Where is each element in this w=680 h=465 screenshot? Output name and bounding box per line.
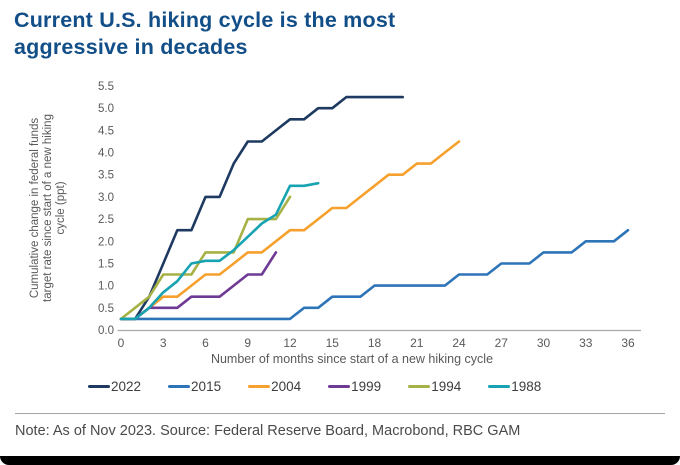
x-tick-label: 0 (118, 336, 125, 350)
x-tick-label: 6 (202, 336, 209, 350)
legend-item-1994: 1994 (408, 379, 461, 394)
chart-legend: 2022 2015 2004 1999 1994 1988 (88, 379, 541, 394)
x-tick-label: 30 (537, 336, 551, 350)
series-line-2022 (119, 95, 405, 321)
x-tick-label: 15 (326, 336, 340, 350)
series-line-2015 (119, 228, 630, 321)
x-tick-label: 36 (621, 336, 635, 350)
y-tick-label: 3.0 (98, 192, 114, 204)
legend-label-2004: 2004 (271, 379, 302, 394)
x-tick-label: 18 (368, 336, 382, 350)
y-tick-label: 4.5 (98, 125, 114, 137)
x-axis-title: Number of months since start of a new hi… (211, 352, 493, 366)
y-tick-label: 5.0 (98, 103, 114, 115)
series-line-2004 (119, 140, 461, 321)
y-tick-label: 5.5 (98, 81, 114, 93)
series-line-1988 (119, 181, 320, 321)
x-tick-label: 3 (160, 336, 167, 350)
legend-swatch-1988 (488, 384, 511, 389)
legend-swatch-1994 (408, 384, 431, 389)
x-tick-label: 24 (452, 336, 466, 350)
y-tick-label: 2.5 (98, 214, 114, 226)
legend-swatch-2022 (88, 384, 110, 389)
legend-label-1994: 1994 (431, 379, 462, 394)
y-axis-title: Cumulative change in federal fundstarget… (29, 114, 67, 302)
legend-swatch-2015 (168, 384, 191, 389)
legend-label-2015: 2015 (191, 379, 222, 394)
y-tick-label: 4.0 (98, 148, 114, 160)
page-title-line1: Current U.S. hiking cycle is the most (14, 8, 396, 32)
legend-item-2022: 2022 (88, 379, 141, 394)
x-tick-label: 9 (244, 336, 251, 350)
x-tick-label: 21 (410, 336, 424, 350)
x-tick-label: 27 (495, 336, 509, 350)
y-tick-label: 0.0 (98, 325, 114, 337)
legend-label-1988: 1988 (511, 379, 542, 394)
legend-swatch-2004 (248, 384, 271, 389)
source-note: Note: As of Nov 2023. Source: Federal Re… (15, 423, 521, 439)
legend-item-1999: 1999 (328, 379, 381, 394)
legend-label-2022: 2022 (111, 379, 142, 394)
legend-item-1988: 1988 (488, 379, 541, 394)
y-tick-label: 1.5 (98, 258, 114, 270)
y-tick-label: 0.5 (98, 303, 114, 315)
x-tick-label: 12 (283, 336, 297, 350)
divider-line (15, 413, 665, 414)
y-tick-label: 3.5 (98, 170, 114, 182)
legend-swatch-1999 (328, 384, 351, 389)
page-title: Current U.S. hiking cycle is the most ag… (14, 7, 395, 61)
y-tick-label: 2.0 (98, 236, 114, 248)
y-tick-label: 1.0 (98, 281, 114, 293)
series-line-1994 (119, 195, 292, 321)
page-title-line2: aggressive in decades (14, 35, 248, 59)
bottom-border-bar (0, 456, 680, 465)
legend-label-1999: 1999 (351, 379, 382, 394)
legend-item-2015: 2015 (168, 379, 221, 394)
x-tick-label: 33 (579, 336, 593, 350)
legend-item-2004: 2004 (248, 379, 301, 394)
